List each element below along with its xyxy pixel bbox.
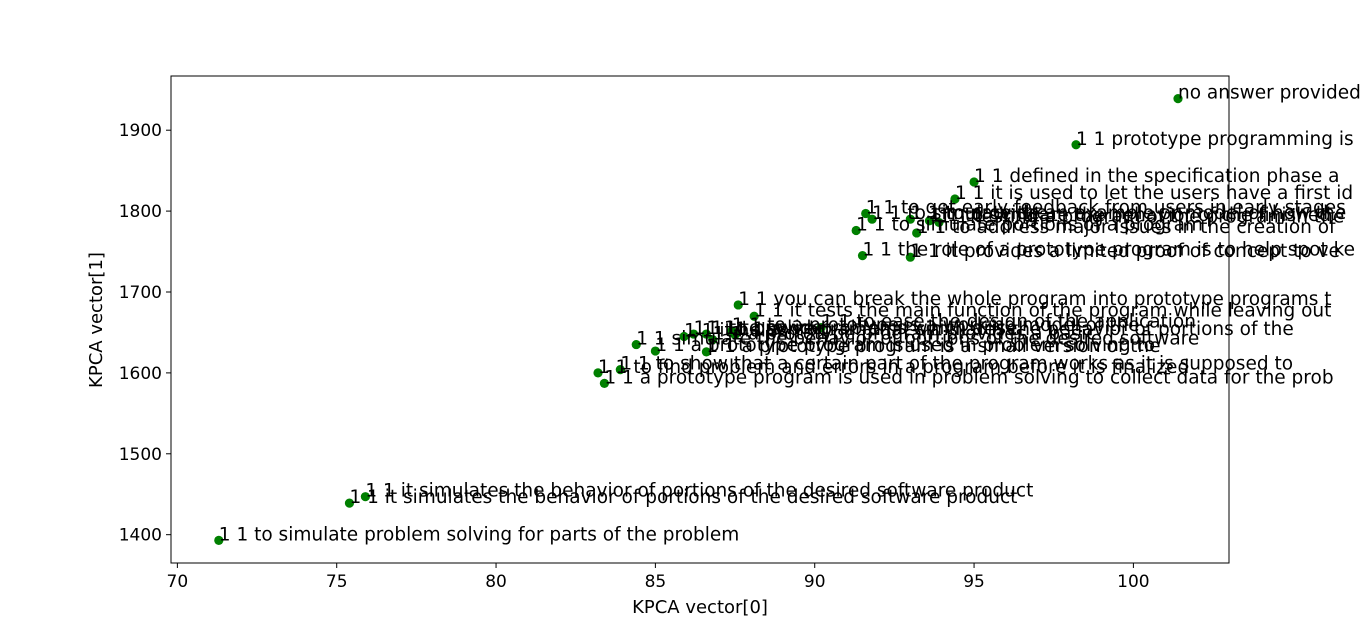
data-point-label: 1 1 it is used to let the users have a f… — [955, 183, 1353, 204]
data-point — [857, 250, 868, 261]
data-point — [749, 311, 759, 321]
data-point-label: 1 1 it simulates the behavior of portion… — [349, 487, 1017, 508]
data-point — [730, 330, 740, 340]
y-axis-ticks: 1400 1500 1600 1700 1800 1900 — [119, 121, 171, 546]
data-point-label: 1 1 simulate the behavior of portions of… — [636, 329, 1199, 350]
data-point — [1173, 94, 1183, 104]
data-point — [912, 228, 922, 238]
data-point — [593, 368, 603, 378]
data-point-label: 1 1 a prototype program is used in probl… — [655, 335, 1155, 356]
data-point — [599, 378, 609, 389]
data-point-label: 1 1 defined in the specification phase a — [974, 166, 1339, 187]
x-tick-label: 100 — [1117, 572, 1149, 592]
data-point-label: 1 1 to get early feedback from users in … — [866, 198, 1346, 219]
data-point — [689, 329, 699, 339]
x-tick-label: 75 — [326, 572, 348, 592]
data-point-label: 1 1 it simulates the behavior of portion… — [365, 481, 1033, 502]
data-point-label: 1 1 to solve problems which arise — [706, 318, 1017, 339]
data-point — [679, 331, 689, 342]
y-tick-label: 1800 — [119, 202, 162, 222]
data-point-label: 1 1 you can break the whole program into… — [738, 289, 1331, 310]
y-axis-label: KPCA vector[1] — [86, 252, 107, 388]
y-tick-label: 1400 — [119, 526, 162, 546]
x-tick-label: 95 — [963, 572, 985, 592]
data-point-label: 1 1 it tests the main function of the pr… — [754, 300, 1331, 321]
data-point-label: 1 1 to simulate portions of a program — [856, 215, 1203, 236]
data-point — [733, 300, 743, 310]
data-point-label: 1 1 to show that a certain part of the p… — [620, 354, 1293, 375]
data-point — [816, 322, 826, 333]
plot-frame — [170, 75, 1230, 564]
data-point — [851, 225, 861, 236]
data-point-label: 1 1 to address major issues in the creat… — [917, 217, 1336, 238]
data-point — [615, 365, 625, 375]
data-point — [905, 214, 915, 224]
data-point-label: 1 1 to provide an example or model of ho… — [910, 203, 1346, 224]
data-point-label: no answer provided — [1178, 83, 1361, 104]
data-point-label: 1 1 a prototype program is a small versi… — [706, 336, 1160, 357]
x-tick-label: 90 — [804, 572, 826, 592]
data-point-label: 1 1 a program that simulates the behavio… — [735, 319, 1294, 340]
data-point — [924, 216, 935, 226]
data-point — [650, 346, 660, 356]
data-point — [905, 252, 915, 262]
x-tick-label: 70 — [167, 572, 189, 592]
x-tick-label: 80 — [485, 572, 507, 592]
data-point-label: 1 1 it helps — [684, 320, 787, 341]
data-point — [1071, 140, 1081, 150]
data-point — [708, 335, 718, 345]
x-tick-label: 85 — [645, 572, 667, 592]
data-point — [934, 217, 944, 228]
data-point — [214, 535, 224, 545]
data-point-label: 1 1 to provide — [694, 318, 823, 339]
data-point-label: 1 1 to a prototype is a working model of… — [732, 315, 1140, 336]
data-point-label: 1 1 to simulate the — [872, 203, 1048, 224]
data-point — [344, 498, 355, 508]
y-tick-label: 1500 — [119, 445, 162, 465]
data-point-label: 1 1 to ease the design of the applicatio… — [821, 312, 1196, 333]
data-point — [950, 194, 960, 204]
y-tick-label: 1600 — [119, 364, 162, 384]
data-point — [701, 347, 711, 357]
y-tick-label: 1900 — [119, 121, 162, 141]
data-point-label: 1 1 a prototype program is used in probl… — [604, 367, 1333, 388]
data-point — [701, 329, 711, 339]
data-point-label: 1 1 to simulate the behavior of the fini… — [929, 205, 1331, 226]
data-point-label: 1 1 to find problem and errors in a prog… — [598, 357, 1189, 378]
data-point — [867, 214, 877, 224]
y-tick-label: 1700 — [119, 283, 162, 303]
points-layer — [214, 94, 1183, 545]
x-axis-label: KPCA vector[0] — [632, 597, 768, 618]
point-labels-layer: no answer provided 1 1 prototype programm… — [219, 83, 1361, 546]
x-axis-ticks: 70 75 80 85 90 95 100 — [167, 563, 1150, 592]
data-point — [861, 208, 871, 219]
data-point-label: 1 1 prototype programming is — [1076, 129, 1354, 150]
data-point-label: 1 1 the role of a prototype program is t… — [863, 240, 1356, 261]
data-point — [969, 177, 979, 187]
data-point-label: 1 1 it provides a limited proof of conce… — [910, 241, 1340, 262]
data-point — [360, 492, 370, 502]
data-point-label: 1 1 to simulate problem solving for part… — [219, 524, 740, 545]
data-point — [631, 339, 641, 350]
data-point-label: 1 1 a prototype program provides a basic — [713, 324, 1097, 345]
data-point-label: 1 1 testing a program of the program in … — [939, 206, 1344, 227]
